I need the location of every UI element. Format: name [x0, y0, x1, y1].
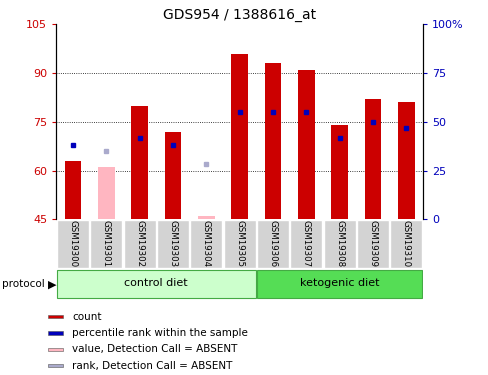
- Bar: [331, 125, 347, 219]
- Text: ketogenic diet: ketogenic diet: [299, 278, 379, 288]
- FancyBboxPatch shape: [90, 220, 122, 268]
- Text: rank, Detection Call = ABSENT: rank, Detection Call = ABSENT: [72, 361, 232, 371]
- FancyBboxPatch shape: [57, 220, 89, 268]
- Bar: [48, 332, 63, 334]
- Text: percentile rank within the sample: percentile rank within the sample: [72, 328, 247, 338]
- FancyBboxPatch shape: [256, 270, 422, 298]
- Bar: [131, 106, 147, 219]
- Bar: [198, 216, 214, 219]
- Text: control diet: control diet: [124, 278, 188, 288]
- FancyBboxPatch shape: [190, 220, 222, 268]
- Bar: [397, 102, 414, 219]
- Bar: [164, 132, 181, 219]
- Text: GSM19305: GSM19305: [235, 220, 244, 267]
- Text: GSM19302: GSM19302: [135, 220, 144, 267]
- Bar: [48, 364, 63, 368]
- FancyBboxPatch shape: [256, 220, 288, 268]
- Bar: [297, 70, 314, 219]
- Text: count: count: [72, 312, 101, 322]
- Text: value, Detection Call = ABSENT: value, Detection Call = ABSENT: [72, 344, 237, 354]
- Bar: [231, 54, 247, 219]
- FancyBboxPatch shape: [123, 220, 155, 268]
- FancyBboxPatch shape: [57, 270, 255, 298]
- Bar: [98, 167, 114, 219]
- Title: GDS954 / 1388616_at: GDS954 / 1388616_at: [163, 8, 316, 22]
- Text: GSM19309: GSM19309: [368, 220, 377, 267]
- Text: GSM19304: GSM19304: [202, 220, 210, 267]
- FancyBboxPatch shape: [389, 220, 422, 268]
- Text: GSM19307: GSM19307: [301, 220, 310, 267]
- Bar: [364, 99, 381, 219]
- Text: GSM19300: GSM19300: [68, 220, 77, 267]
- Text: GSM19308: GSM19308: [334, 220, 344, 267]
- Text: GSM19303: GSM19303: [168, 220, 177, 267]
- Bar: [64, 161, 81, 219]
- Bar: [264, 63, 281, 219]
- FancyBboxPatch shape: [323, 220, 355, 268]
- FancyBboxPatch shape: [290, 220, 322, 268]
- FancyBboxPatch shape: [223, 220, 255, 268]
- Text: ▶: ▶: [48, 279, 56, 289]
- Text: GSM19306: GSM19306: [268, 220, 277, 267]
- Bar: [48, 315, 63, 318]
- Text: GSM19310: GSM19310: [401, 220, 410, 267]
- FancyBboxPatch shape: [157, 220, 188, 268]
- Text: protocol: protocol: [2, 279, 45, 289]
- Text: GSM19301: GSM19301: [102, 220, 110, 267]
- Bar: [48, 348, 63, 351]
- FancyBboxPatch shape: [356, 220, 388, 268]
